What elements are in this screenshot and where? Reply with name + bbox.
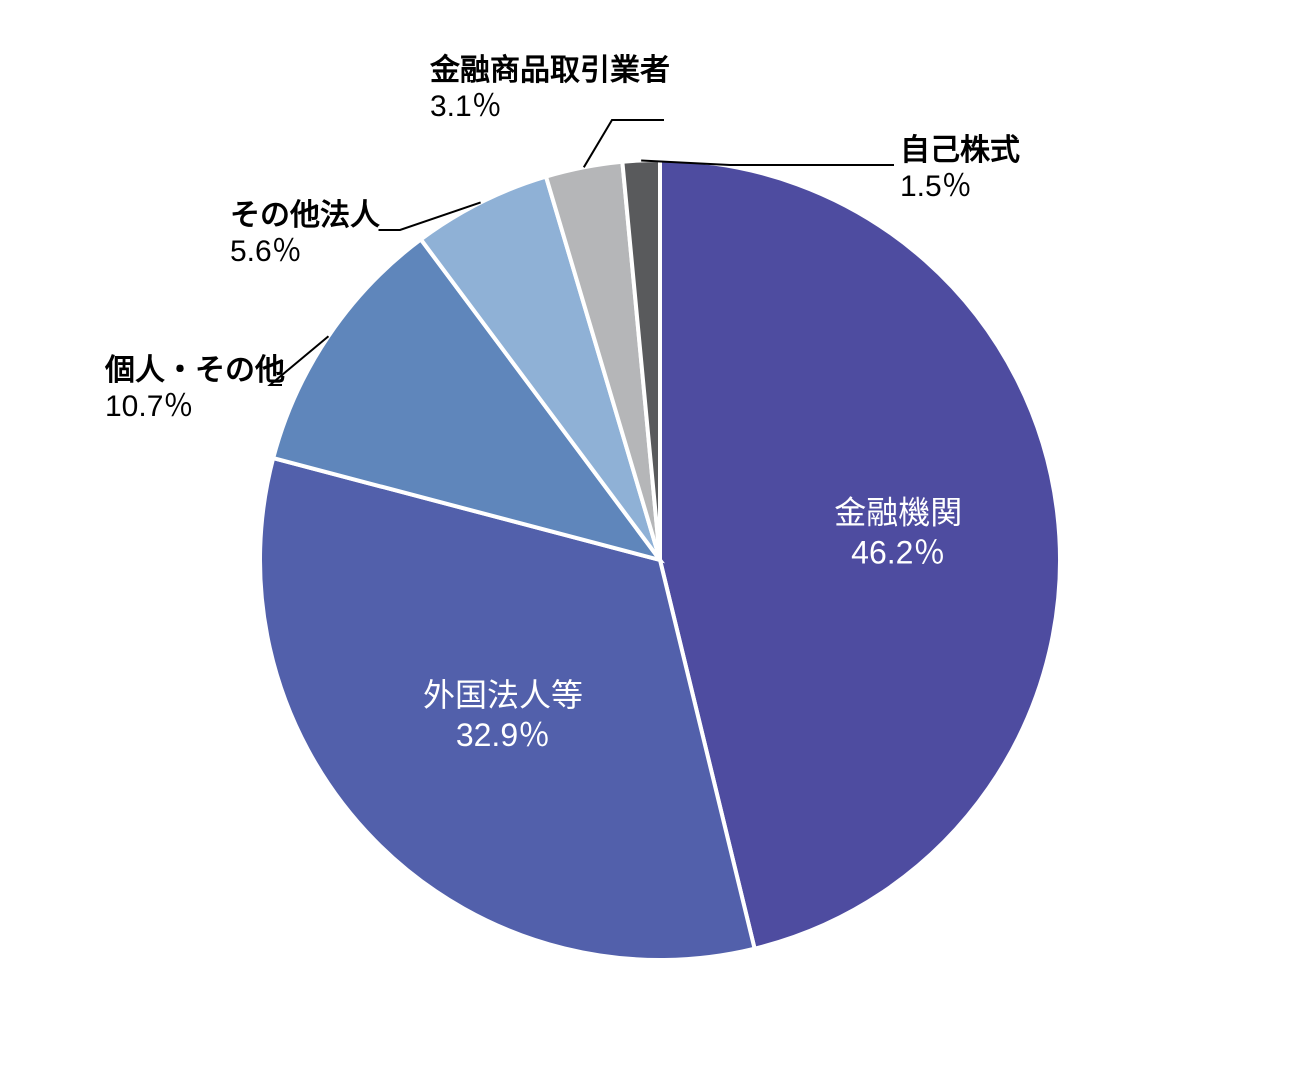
- slice-label: 金融機関: [834, 494, 962, 530]
- pie-chart: 金融機関 46.2％ 外国法人等 32.9％ 個人・その他10.7％ その他法人5.6％ 金…: [0, 0, 1312, 1077]
- slice-percent: 46.2％: [851, 534, 945, 570]
- slice-label: その他法人: [230, 199, 380, 232]
- slice-percent: 3.1％: [430, 90, 502, 123]
- slice-percent: 1.5％: [900, 170, 972, 203]
- slice-label: 自己株式: [900, 134, 1020, 167]
- slice-percent: 32.9％: [456, 717, 550, 753]
- slice-label: 外国法人等: [423, 677, 583, 713]
- slice-percent: 5.6％: [230, 235, 302, 268]
- slice-percent: 10.7％: [105, 390, 193, 423]
- slice-label: 金融商品取引業者: [429, 53, 670, 87]
- slice-label: 個人・その他: [104, 354, 285, 387]
